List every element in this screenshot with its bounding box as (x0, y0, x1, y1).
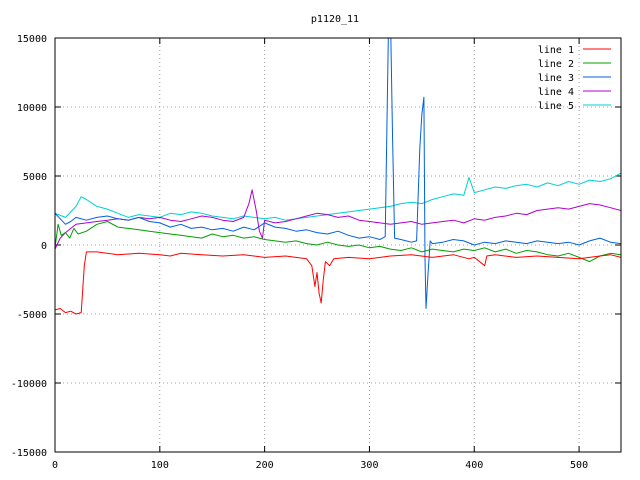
series-line-3 (55, 38, 621, 309)
y-tick-label: -5000 (17, 310, 47, 321)
plot-frame (54, 37, 622, 453)
y-tick-labels: -15000 -10000 -5000 0 5000 10000 15000 (11, 34, 47, 459)
x-tick-label: 300 (360, 460, 378, 471)
grid-lines (55, 38, 621, 452)
y-tick-label: 0 (41, 241, 47, 252)
y-tick-label: -10000 (11, 379, 47, 390)
legend-label: line 2 (538, 59, 574, 70)
x-tick-label: 500 (570, 460, 588, 471)
series-line-4 (55, 189, 621, 250)
x-tick-labels: 0 100 200 300 400 500 (52, 460, 588, 471)
x-tick-label: 200 (256, 460, 274, 471)
x-tick-label: 100 (151, 460, 169, 471)
y-tick-label: -15000 (11, 448, 47, 459)
plot-series (55, 38, 621, 315)
legend-label: line 4 (538, 87, 574, 98)
x-tick-label: 0 (52, 460, 58, 471)
chart-title: p1120_11 (311, 14, 359, 25)
y-tick-label: 5000 (23, 172, 47, 183)
y-tick-label: 15000 (17, 34, 47, 45)
legend-label: line 1 (538, 45, 574, 56)
series-line-5 (55, 172, 621, 221)
series-line-1 (55, 251, 621, 315)
x-tick-label: 400 (465, 460, 483, 471)
legend: line 1 line 2 line 3 line 4 line 5 (538, 45, 611, 112)
legend-label: line 3 (538, 73, 574, 84)
legend-label: line 5 (538, 101, 574, 112)
y-tick-label: 10000 (17, 103, 47, 114)
series-line-2 (55, 221, 621, 263)
